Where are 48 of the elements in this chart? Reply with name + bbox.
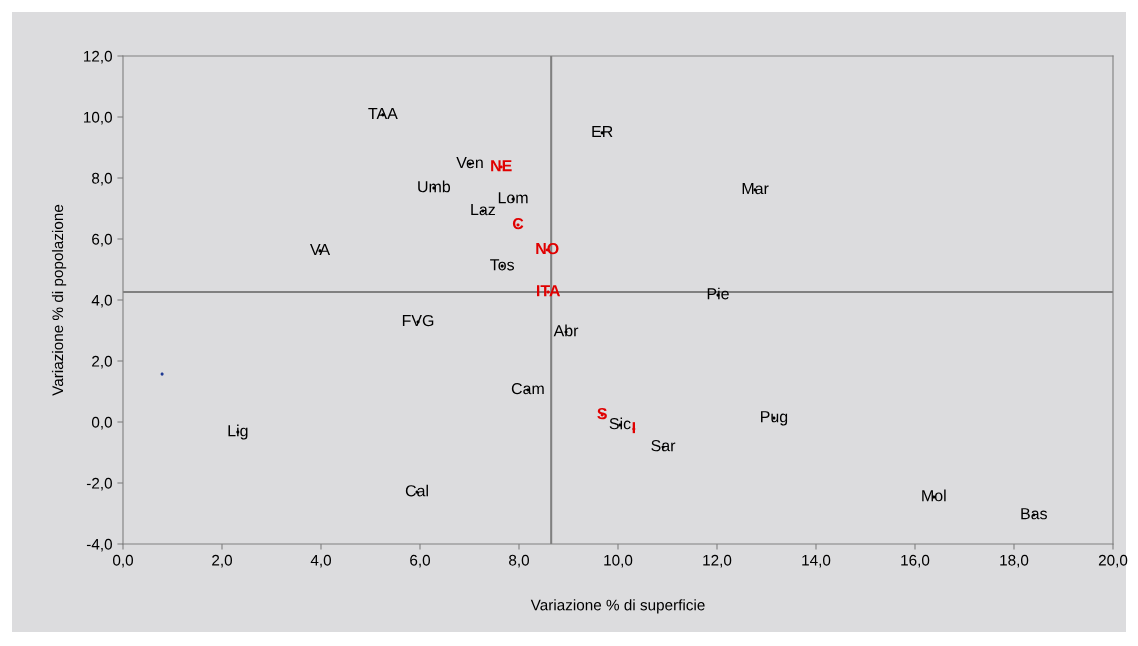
data-label: Sic — [609, 417, 631, 430]
x-tick-label: 6,0 — [410, 554, 431, 568]
x-tick-label: 0,0 — [112, 554, 134, 568]
y-tick-label: 6,0 — [92, 233, 112, 247]
x-axis-title: Variazione % di superficie — [530, 599, 705, 614]
y-tick-label: 2,0 — [92, 355, 112, 369]
y-tick-label: -2,0 — [86, 477, 112, 491]
data-label: Tos — [490, 259, 515, 271]
x-tick-label: 8,0 — [509, 554, 530, 568]
data-label: NE — [491, 160, 512, 172]
x-tick-label: 10,0 — [604, 554, 633, 568]
y-axis-title: Variazione % di popolazione — [51, 204, 67, 396]
x-tick-label: 12,0 — [703, 554, 732, 568]
data-label: ITA — [537, 285, 561, 297]
y-tick-label: 10,0 — [84, 111, 112, 125]
data-label: Umb — [418, 180, 451, 193]
x-tick-label: 4,0 — [310, 554, 332, 568]
data-label: TAA — [368, 108, 398, 119]
x-tick-label: 2,0 — [212, 554, 233, 568]
data-label: Mol — [922, 489, 946, 502]
data-label: C — [512, 217, 524, 230]
y-tick-label: 12,0 — [84, 50, 112, 64]
y-tick-label: -4,0 — [86, 538, 112, 552]
data-label: Cal — [405, 484, 428, 497]
x-tick-label: 14,0 — [802, 554, 831, 568]
data-label: Lig — [228, 424, 248, 440]
data-label: Bas — [1021, 508, 1047, 520]
y-tick-label: 0,0 — [91, 416, 112, 430]
data-label: ER — [592, 126, 613, 137]
data-label: Laz — [471, 204, 495, 216]
x-tick-label: 20,0 — [1098, 554, 1128, 568]
data-label: S — [597, 407, 607, 420]
y-tick-label: 4,0 — [91, 294, 112, 308]
point — [160, 372, 164, 376]
x-tick-label: 16,0 — [901, 554, 930, 568]
data-label: Sar — [651, 439, 676, 452]
data-label: FVG — [402, 314, 434, 327]
data-label: Lom — [498, 192, 528, 204]
data-label: Pie — [707, 287, 729, 300]
data-label: Ven — [456, 157, 483, 169]
x-tick-label: 18,0 — [1000, 554, 1029, 568]
y-tick-label: 8,0 — [92, 172, 112, 186]
data-label: Abr — [553, 324, 579, 337]
data-label: NO — [536, 242, 559, 255]
data-label: VA — [310, 244, 331, 256]
data-label: Cam — [511, 382, 544, 395]
data-label: Mar — [742, 183, 769, 195]
data-label: Pug — [761, 411, 788, 426]
